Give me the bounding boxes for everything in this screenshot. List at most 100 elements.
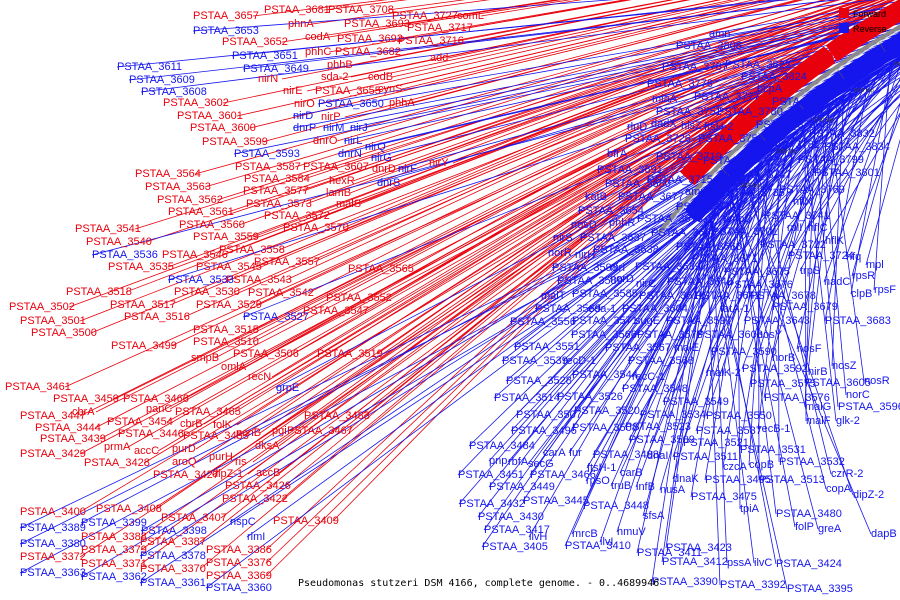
- reverse-gene-label: ampD: [723, 213, 752, 225]
- reverse-gene-label: glk-2: [836, 415, 860, 427]
- gene-leader-line: [166, 65, 795, 423]
- reverse-gene-label: PSTAA_3484: [469, 440, 535, 452]
- gene-leader-line: [265, 151, 697, 551]
- reverse-gene-label: PSTAA_3390: [652, 576, 718, 588]
- reverse-gene-label: PSTAA_3527: [243, 311, 309, 323]
- gene-leader-line: [458, 181, 740, 505]
- forward-gene-label: PSTAA_3400: [20, 506, 86, 518]
- reverse-gene-label: PSTAA_3643: [744, 315, 810, 327]
- gene-labels: PSTAA_3657 PSTAA_3681PSTAA_3708PSTAA_3727…: [5, 4, 900, 595]
- gene-leader-line: [232, 99, 753, 458]
- gene-leader-line: [79, 97, 755, 455]
- reverse-gene-label: PSTAA_3449: [489, 481, 555, 493]
- reverse-gene-label: PSTAA_3808: [676, 40, 742, 52]
- reverse-gene-label: czrR-2: [831, 468, 863, 480]
- forward-gene-label: PSTAA_3602: [163, 97, 229, 109]
- gene-leader-line: [281, 0, 691, 80]
- gene-leader-line: [252, 105, 746, 463]
- forward-gene-label: nirE: [283, 85, 303, 97]
- gene-leader-line: [177, 73, 784, 435]
- forward-gene-label: PSTAA_3657: [193, 10, 259, 22]
- reverse-gene-label: PSTAA_3539: [502, 355, 568, 367]
- gene-leader-line: [313, 0, 891, 263]
- forward-gene-label: PSTAA_3454: [107, 416, 173, 428]
- reverse-gene-label: PSTAA_3650: [318, 98, 384, 110]
- gene-leader-line: [719, 67, 884, 310]
- reverse-gene-label: PSTAA_3781: [754, 139, 820, 151]
- reverse-gene-label: PSTAA_3513: [759, 474, 825, 486]
- reverse-gene-feature: [834, 68, 854, 90]
- reverse-gene-label: PSTAA_3777: [694, 91, 760, 103]
- reverse-gene-label: greA: [818, 523, 842, 535]
- reverse-gene-label: rluD: [627, 121, 647, 133]
- reverse-gene-label: recB-1: [758, 423, 790, 435]
- tick-mark: [720, 167, 729, 177]
- tick-label: 3750 kbp: [853, 88, 874, 94]
- gene-leader-line: [826, 105, 865, 382]
- gene-leader-line: [812, 116, 839, 408]
- reverse-gene-label: nosY: [757, 329, 783, 341]
- forward-gene-label: add: [430, 52, 448, 64]
- forward-gene-label: nirN: [258, 73, 278, 85]
- gene-leader-line: [265, 159, 689, 564]
- forward-gene-label: accC: [134, 445, 159, 457]
- gene-leader-line: [739, 137, 789, 451]
- reverse-gene-label: PSTAA_3753: [698, 133, 764, 145]
- forward-gene-label: PSTAA_3388: [81, 531, 147, 543]
- reverse-gene-label: PSTAA_3589: [557, 275, 623, 287]
- forward-gene-label: PSTAA_3573: [246, 198, 312, 210]
- forward-gene-label: PSTAA_3584: [244, 173, 310, 185]
- forward-gene-label: PSTAA_3601: [177, 110, 243, 122]
- forward-gene-label: PSTAA_3506: [233, 348, 299, 360]
- reverse-gene-label: PSTAA_3556: [510, 316, 576, 328]
- forward-gene-label: panC: [146, 403, 172, 415]
- tick-label: 3650 kbp: [776, 149, 797, 155]
- forward-gene-label: phhB: [327, 59, 353, 71]
- forward-gene-label: recN: [248, 371, 271, 383]
- reverse-gene-label: PSTAA_3549: [663, 396, 729, 408]
- gene-leader-line: [705, 217, 721, 586]
- reverse-gene-label: PSTAA_3568: [628, 355, 694, 367]
- forward-gene-label: PSTAA_3717: [407, 22, 473, 34]
- reverse-gene-label: nosR: [864, 375, 890, 387]
- forward-gene-label: PSTAA_3541: [75, 223, 141, 235]
- forward-gene-label: PSTAA_3655: [315, 85, 381, 97]
- gene-leader-line: [344, 0, 798, 118]
- reverse-gene-label: dnrS: [377, 177, 400, 189]
- forward-gene-label: PSTAA_3371: [81, 558, 147, 570]
- reverse-gene-label: secG: [528, 458, 554, 470]
- gene-leader-line: [90, 22, 857, 334]
- gene-leader-line: [336, 0, 824, 142]
- gene-leader-line: [636, 207, 716, 554]
- reverse-gene-label: PSTAA_3523: [625, 421, 691, 433]
- reverse-gene-label: tpiA: [740, 503, 760, 515]
- gene-leader-line: [808, 77, 900, 135]
- gene-leader-line: [690, 175, 746, 498]
- forward-gene-label: PSTAA_3599: [202, 136, 268, 148]
- forward-gene-label: PSTAA_3560: [179, 219, 245, 231]
- reverse-gene-label: PSTAA_3495: [705, 474, 771, 486]
- forward-gene-label: PSTAA_3716: [398, 35, 464, 47]
- reverse-gene-label: ampE: [685, 186, 714, 198]
- reverse-gene-label: recD-1: [563, 355, 596, 367]
- gene-leader-line: [736, 184, 741, 510]
- gene-leader-line: [749, 103, 831, 385]
- gene-leader-line: [585, 166, 756, 482]
- gene-leader-line: [447, 0, 721, 59]
- forward-gene-label: PSTAA_3459: [53, 393, 119, 405]
- gene-leader-line: [661, 209, 714, 563]
- gene-leader-line: [391, 0, 741, 78]
- reverse-gene-label: nirB: [808, 366, 828, 378]
- reverse-gene-label: bcpA: [757, 83, 783, 95]
- gene-leader-line: [212, 108, 742, 476]
- forward-gene-label: malS: [336, 198, 361, 210]
- reverse-gene-label: rbfA: [508, 456, 529, 468]
- reverse-gene-label: PSTAA_3769: [779, 184, 845, 196]
- gene-leader-line: [323, 0, 408, 11]
- gene-leader-line: [642, 187, 735, 517]
- reverse-gene-label: PSTAA_3507: [516, 409, 582, 421]
- forward-gene-label: PSTAA_3379: [81, 544, 147, 556]
- legend-forward-swatch: [839, 8, 849, 18]
- reverse-gene-label: hflX: [793, 196, 813, 208]
